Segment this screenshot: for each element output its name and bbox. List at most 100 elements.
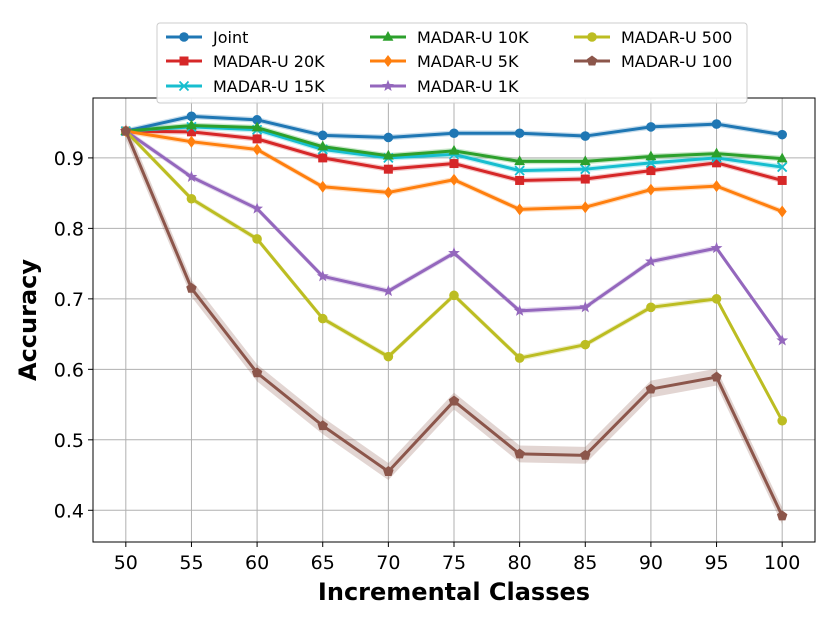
- legend-label: MADAR-U 5K: [417, 52, 519, 71]
- point-madar-u-10k: [186, 119, 197, 130]
- point-madar-u-20k: [515, 175, 525, 185]
- x-tick-label: 65: [311, 552, 335, 574]
- point-madar-u-1k: [513, 304, 526, 316]
- legend-label: MADAR-U 10K: [417, 28, 529, 47]
- legend-swatch-marker: [587, 32, 597, 42]
- point-madar-u-100: [383, 466, 394, 476]
- legend-item: MADAR-U 500: [574, 28, 732, 47]
- point-joint: [711, 119, 722, 129]
- point-madar-u-20k: [383, 164, 393, 174]
- point-madar-u-500: [514, 353, 525, 363]
- band-joint: [125, 113, 783, 141]
- point-madar-u-500: [383, 351, 394, 362]
- legend-swatch-marker: [383, 55, 393, 67]
- point-madar-u-1k: [448, 246, 460, 259]
- point-madar-u-20k: [712, 158, 722, 168]
- grid: [93, 98, 815, 542]
- y-tick-label: 0.8: [54, 218, 84, 240]
- legend-item: MADAR-U 10K: [370, 28, 529, 47]
- point-joint: [777, 129, 787, 140]
- point-joint: [514, 128, 525, 139]
- legend-swatch-marker: [179, 56, 189, 66]
- point-madar-u-10k: [448, 144, 460, 155]
- point-madar-u-100: [120, 125, 132, 136]
- point-madar-u-1k: [382, 284, 395, 297]
- x-tick-label: 85: [573, 552, 597, 574]
- point-madar-u-5k: [777, 205, 787, 218]
- x-axis-label: Incremental Classes: [318, 578, 590, 606]
- y-tick-label: 0.5: [54, 430, 84, 452]
- legend-swatch-marker: [586, 55, 598, 66]
- x-tick-label: 90: [639, 552, 663, 574]
- series-madar-u-5k: [121, 125, 787, 218]
- legend-item: MADAR-U 15K: [166, 77, 325, 96]
- point-madar-u-10k: [251, 121, 263, 132]
- point-madar-u-10k: [382, 149, 394, 160]
- point-madar-u-20k: [186, 127, 196, 137]
- point-madar-u-10k: [776, 152, 788, 163]
- series-madar-u-10k: [120, 119, 788, 166]
- legend-label: MADAR-U 500: [621, 28, 732, 47]
- point-madar-u-500: [711, 294, 722, 304]
- point-madar-u-5k: [186, 135, 196, 148]
- legend-box: [156, 22, 748, 104]
- point-madar-u-500: [646, 302, 656, 313]
- point-madar-u-100: [711, 371, 722, 382]
- point-madar-u-500: [186, 193, 197, 204]
- point-madar-u-20k: [318, 153, 328, 163]
- point-madar-u-20k: [580, 174, 590, 184]
- point-madar-u-500: [580, 339, 591, 350]
- point-madar-u-5k: [383, 186, 393, 199]
- y-axis-label: Accuracy: [14, 259, 42, 381]
- y-tick-label: 0.6: [54, 359, 84, 381]
- point-madar-u-10k: [711, 147, 722, 158]
- series-madar-u-100: [120, 125, 788, 521]
- legend-item: MADAR-U 1K: [370, 77, 519, 96]
- x-tick-label: 60: [245, 552, 269, 574]
- point-madar-u-1k: [645, 255, 657, 267]
- point-madar-u-100: [186, 282, 197, 293]
- x-tick-label: 70: [376, 552, 400, 574]
- legend-item: MADAR-U 5K: [370, 52, 519, 71]
- point-madar-u-100: [645, 383, 657, 394]
- legend-swatch-marker: [382, 79, 394, 92]
- point-joint: [383, 132, 394, 143]
- legend-item: MADAR-U 20K: [166, 52, 325, 71]
- point-madar-u-500: [317, 313, 328, 324]
- legend-swatch-marker: [178, 80, 190, 92]
- point-madar-u-10k: [317, 140, 329, 151]
- legend-label: Joint: [212, 28, 248, 47]
- point-madar-u-10k: [645, 150, 657, 161]
- x-tick-label: 75: [442, 552, 466, 574]
- point-joint: [252, 115, 262, 125]
- x-tick-label: 95: [704, 552, 728, 574]
- point-madar-u-5k: [449, 173, 459, 186]
- point-madar-u-100: [448, 395, 460, 406]
- x-axis-ticks: 50 55 60 65 70 75 80 85 90 95 100: [114, 542, 800, 574]
- point-madar-u-1k: [316, 270, 329, 282]
- point-madar-u-5k: [252, 143, 262, 156]
- legend-item: MADAR-U 100: [574, 52, 732, 71]
- point-joint: [646, 122, 656, 132]
- point-madar-u-15k: [514, 165, 525, 176]
- y-tick-label: 0.4: [54, 500, 84, 522]
- point-madar-u-500: [252, 234, 262, 244]
- point-madar-u-100: [317, 420, 328, 431]
- point-madar-u-100: [514, 448, 525, 459]
- point-madar-u-100: [251, 367, 263, 378]
- point-madar-u-10k: [514, 155, 526, 166]
- legend-swatch-marker: [179, 32, 189, 42]
- point-madar-u-1k: [251, 202, 263, 214]
- x-tick-label: 80: [508, 552, 532, 574]
- point-madar-u-100: [776, 510, 788, 521]
- point-madar-u-5k: [515, 203, 525, 216]
- point-madar-u-20k: [449, 159, 459, 169]
- point-madar-u-15k: [580, 164, 591, 175]
- series-joint: [121, 111, 787, 143]
- x-tick-label: 55: [179, 552, 203, 574]
- point-madar-u-500: [449, 290, 459, 301]
- legend-swatch-marker: [382, 31, 394, 41]
- point-joint: [580, 131, 591, 141]
